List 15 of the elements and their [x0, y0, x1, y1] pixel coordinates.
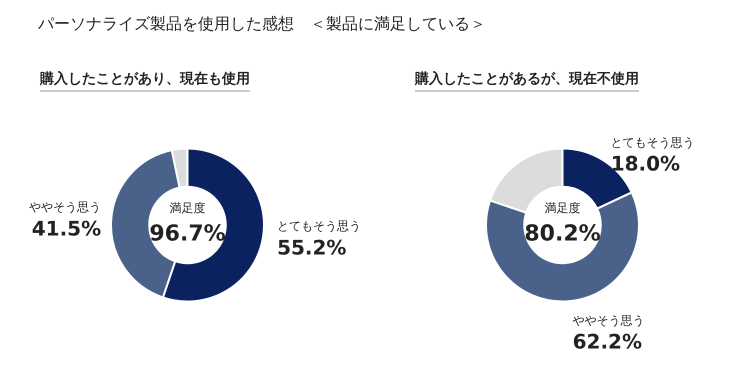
- chart-subtitle: 購入したことがあり、現在も使用: [40, 70, 250, 92]
- text: 満足度: [544, 201, 580, 216]
- data-label: 18.0%: [610, 152, 680, 176]
- chart-title: パーソナライズ製品を使用した感想 ＜製品に満足している＞: [38, 14, 486, 35]
- data-label: 55.2%: [277, 235, 346, 260]
- text: 満足度: [170, 201, 206, 216]
- text: 96.7%: [149, 222, 226, 247]
- slice-label: とてもそう思う: [610, 135, 695, 150]
- slice-label: ややそう思う: [572, 313, 645, 328]
- slice-label: ややそう思う: [29, 200, 102, 214]
- slice-label: とてもそう思う: [277, 219, 362, 234]
- data-label: 41.5%: [32, 216, 102, 240]
- chart-subtitle: 購入したことがあるが、現在不使用: [415, 70, 639, 92]
- text: 80.2%: [524, 222, 601, 247]
- data-label: 62.2%: [572, 329, 642, 354]
